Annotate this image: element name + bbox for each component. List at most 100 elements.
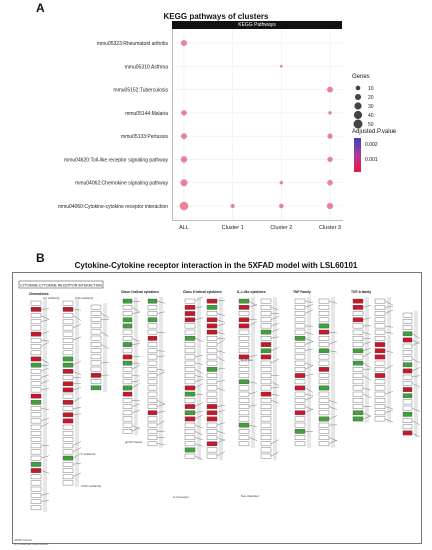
- gene-node: [318, 391, 330, 397]
- gene-node: [147, 379, 158, 385]
- y-tick-label: mmu05310:Asthma: [125, 64, 169, 70]
- gene-node: [260, 379, 272, 385]
- gene-node: [318, 329, 330, 335]
- gene-node: [206, 367, 218, 372]
- gene-node: [90, 348, 102, 353]
- interaction-edge: [270, 316, 280, 320]
- gene-node: [206, 404, 218, 409]
- gene-node: [402, 362, 413, 368]
- gene-node: [260, 410, 272, 416]
- interaction-edge: [156, 400, 166, 405]
- gene-node: [122, 305, 133, 310]
- dot-point: [327, 156, 333, 163]
- gene-node: [402, 343, 413, 349]
- kegg-map-canvas: CYTOKINE-CYTOKINE RECEPTOR INTERACTION Ch…: [18, 280, 421, 512]
- interaction-edge: [131, 403, 141, 407]
- gene-node: [122, 410, 133, 416]
- gene-node: [318, 429, 330, 434]
- gene-node: [90, 379, 102, 384]
- gene-node: [402, 399, 413, 405]
- interaction-edge: [411, 375, 421, 378]
- interaction-edge: [156, 369, 166, 371]
- dot-point: [327, 133, 333, 139]
- interaction-edge: [304, 300, 314, 303]
- subfamily-label: gp130 shared: [125, 440, 143, 444]
- interaction-edge: [362, 317, 372, 320]
- gene-node: [147, 298, 158, 304]
- gene-node: [62, 406, 74, 411]
- gene-node: [122, 311, 133, 316]
- gene-node: [318, 410, 330, 416]
- gene-node: [62, 307, 74, 312]
- interaction-edge: [72, 315, 82, 321]
- dot-point: [180, 39, 188, 47]
- interaction-edge: [40, 308, 50, 310]
- gene-node: [62, 449, 74, 455]
- dot-point: [327, 179, 333, 186]
- gene-node: [30, 319, 42, 325]
- gene-node: [147, 311, 158, 316]
- gene-node: [184, 385, 196, 391]
- interaction-edge: [72, 462, 82, 465]
- gene-node: [30, 418, 42, 424]
- gene-node: [184, 404, 196, 409]
- gene-node: [352, 360, 364, 366]
- gene-node: [206, 441, 218, 447]
- interaction-edge: [216, 409, 226, 413]
- gene-node: [238, 404, 250, 409]
- interaction-edge: [194, 375, 204, 378]
- gene-node: [402, 368, 413, 374]
- interaction-edge: [72, 360, 82, 366]
- interaction-edge: [194, 437, 204, 441]
- interaction-edge: [72, 441, 82, 446]
- gene-node: [374, 298, 386, 304]
- interaction-edge: [216, 339, 226, 345]
- interaction-edge: [384, 331, 394, 334]
- x-tick-label: ALL: [179, 225, 189, 231]
- panel-a-title: KEGG pathways of clusters: [163, 12, 269, 21]
- interaction-edge: [248, 355, 258, 358]
- gene-node: [30, 424, 42, 430]
- subfamily-label: C subfamily: [81, 452, 96, 456]
- gene-node: [30, 431, 42, 436]
- interaction-edge: [270, 358, 280, 364]
- interaction-edge: [216, 368, 226, 370]
- gene-node: [30, 499, 42, 504]
- gene-node: [184, 360, 196, 366]
- dot-point: [279, 181, 284, 185]
- gene-node: [30, 356, 42, 362]
- legend-size: 10 20 30 40 50: [353, 85, 374, 129]
- interaction-edge: [40, 364, 50, 366]
- interaction-edge: [384, 391, 394, 395]
- gene-node: [402, 430, 413, 436]
- legend-size-label: 40: [368, 113, 374, 119]
- gene-node: [147, 323, 158, 329]
- gene-node: [122, 422, 133, 428]
- gene-node: [62, 350, 74, 356]
- interaction-edge: [131, 383, 141, 389]
- gene-node: [62, 375, 74, 380]
- gene-node: [62, 344, 74, 349]
- gene-node: [238, 348, 250, 354]
- gene-node: [402, 418, 413, 423]
- panel-b-title: Cytokine-Cytokine receptor interaction i…: [74, 261, 358, 270]
- gene-node: [90, 385, 102, 391]
- gene-node: [122, 373, 133, 378]
- gene-node: [402, 319, 413, 324]
- gene-node: [30, 325, 42, 331]
- gene-node: [184, 410, 196, 416]
- interaction-edge: [384, 325, 394, 328]
- gene-node: [122, 385, 133, 391]
- legend-size-title: Genes: [352, 74, 370, 80]
- legend-size-dot: [355, 85, 361, 91]
- interaction-edge: [384, 350, 394, 353]
- gene-node: [318, 367, 330, 372]
- interaction-edge: [216, 387, 226, 392]
- gene-node: [90, 311, 102, 316]
- gene-node: [238, 429, 250, 434]
- gene-node: [30, 437, 42, 442]
- gene-node: [62, 381, 74, 387]
- gene-node: [30, 393, 42, 399]
- gene-node: [90, 354, 102, 360]
- gene-node: [294, 404, 306, 409]
